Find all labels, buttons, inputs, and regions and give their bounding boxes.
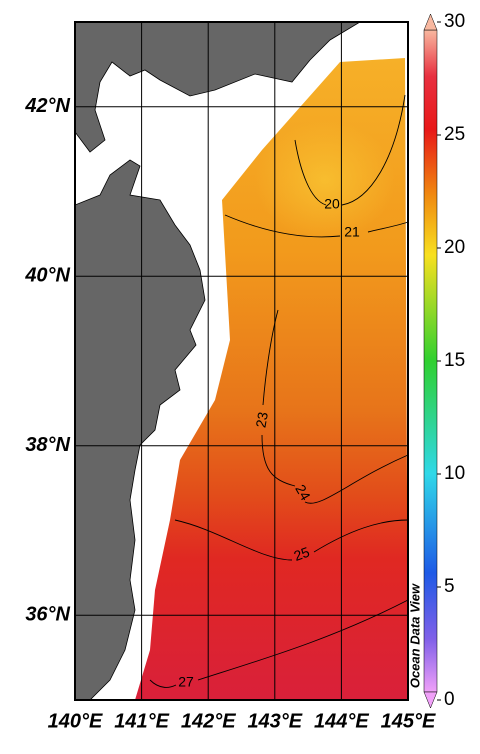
contour-line bbox=[261, 309, 296, 487]
colorbar-top-arrow bbox=[423, 13, 438, 31]
x-tick-label: 140°E bbox=[48, 710, 103, 732]
x-tick-label: 144°E bbox=[314, 710, 369, 732]
x-tick-label: 145°E bbox=[381, 710, 436, 732]
colorbar bbox=[423, 29, 438, 693]
x-tick-label: 143°E bbox=[247, 710, 302, 732]
watermark: Ocean Data View bbox=[407, 583, 422, 688]
contour-line bbox=[174, 519, 409, 561]
warm-patch bbox=[255, 120, 395, 240]
contour-line bbox=[304, 454, 409, 504]
colorbar-tick-label: 25 bbox=[444, 124, 465, 145]
contour-label: 21 bbox=[344, 224, 360, 240]
contour-line bbox=[294, 94, 406, 206]
colorbar-tick-label: 0 bbox=[444, 689, 455, 710]
colorbar-tick-label: 10 bbox=[444, 463, 465, 484]
y-tick-label: 36°N bbox=[25, 604, 70, 626]
colorbar-tick-label: 15 bbox=[444, 350, 465, 371]
contour-line bbox=[149, 599, 409, 688]
contour-label: 20 bbox=[324, 196, 340, 212]
contour-label: 27 bbox=[178, 674, 194, 690]
contour-label: 23 bbox=[252, 411, 270, 429]
map-area bbox=[75, 22, 408, 700]
y-tick-label: 40°N bbox=[24, 265, 70, 287]
land bbox=[75, 159, 206, 700]
x-tick-label: 141°E bbox=[114, 710, 169, 732]
colorbar-bottom-arrow bbox=[423, 691, 438, 709]
colorbar-ticks: 0 5 10 15 20 25 30 bbox=[437, 11, 465, 710]
map-frame bbox=[74, 21, 409, 701]
contour-line bbox=[224, 214, 409, 238]
colorbar-tick-label: 30 bbox=[444, 11, 465, 32]
x-tick-label: 142°E bbox=[181, 710, 236, 732]
land bbox=[75, 22, 361, 153]
y-tick-label: 42°N bbox=[24, 95, 70, 117]
contour-label: 25 bbox=[292, 544, 312, 564]
contour-label: 24 bbox=[292, 482, 314, 504]
y-tick-label: 38°N bbox=[25, 434, 70, 456]
colorbar-tick-label: 20 bbox=[444, 237, 465, 258]
colorbar-tick-label: 5 bbox=[444, 576, 455, 597]
